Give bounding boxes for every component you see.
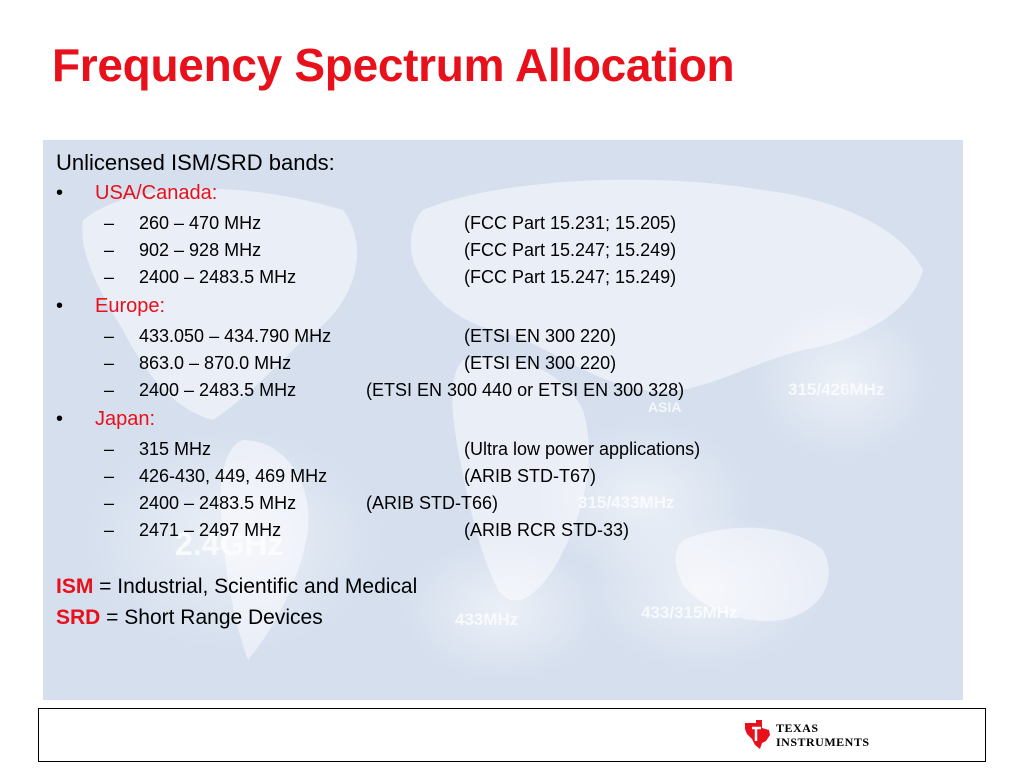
band-row: –426-430, 449, 469 MHz (ARIB STD-T67) bbox=[104, 466, 597, 486]
slide-footer: TEXAS INSTRUMENTS bbox=[38, 708, 986, 762]
bg-label-asia: ASIA bbox=[648, 399, 681, 415]
band-row: –902 – 928 MHz (FCC Part 15.247; 15.249) bbox=[104, 240, 677, 260]
texas-instruments-logo: TEXAS INSTRUMENTS bbox=[742, 719, 870, 751]
bullet-dot: • bbox=[56, 182, 64, 204]
bg-label-315-426: 315/426MHz bbox=[788, 380, 884, 399]
world-map-background: 2.4GHz ASIA 315/426MHz 315/433MHz 433MHz… bbox=[82, 179, 933, 680]
band-row: –260 – 470 MHz (FCC Part 15.231; 15.205) bbox=[104, 213, 677, 233]
bg-label-433-315: 433/315MHz bbox=[641, 603, 737, 622]
band-row: –2400 – 2483.5 MHz (ARIB STD-T66) bbox=[104, 493, 499, 513]
definition-srd: SRD = Short Range Devices bbox=[56, 606, 323, 629]
bullet-dot: • bbox=[56, 295, 64, 317]
bullet-dot: • bbox=[56, 408, 64, 430]
band-row: –2471 – 2497 MHz (ARIB RCR STD-33) bbox=[104, 520, 630, 540]
bg-label-433: 433MHz bbox=[455, 610, 518, 629]
band-row: –433.050 – 434.790 MHz (ETSI EN 300 220) bbox=[104, 326, 617, 346]
bg-label-315-433: 315/433MHz bbox=[578, 493, 674, 512]
intro-heading: Unlicensed ISM/SRD bands: bbox=[56, 150, 335, 175]
band-row: –315 MHz (Ultra low power applications) bbox=[104, 439, 701, 459]
region-europe: • Europe: bbox=[56, 295, 166, 317]
ti-state-icon bbox=[745, 720, 770, 749]
definition-ism: ISM = Industrial, Scientific and Medical bbox=[56, 575, 418, 598]
bg-label-2-4ghz: 2.4GHz bbox=[175, 526, 283, 562]
north-america-shape bbox=[82, 188, 358, 420]
band-row: –2400 – 2483.5 MHz (FCC Part 15.247; 15.… bbox=[104, 267, 677, 287]
content-panel: 2.4GHz ASIA 315/426MHz 315/433MHz 433MHz… bbox=[43, 140, 963, 700]
logo-wordmark: TEXAS INSTRUMENTS bbox=[776, 721, 870, 749]
band-row: –2400 – 2483.5 MHz (ETSI EN 300 440 or E… bbox=[104, 380, 685, 400]
slide-title: Frequency Spectrum Allocation bbox=[52, 39, 735, 91]
region-japan: • Japan: bbox=[56, 408, 156, 430]
slide-content: Unlicensed ISM/SRD bands: • USA/Canada: –… bbox=[43, 140, 963, 700]
band-row: –863.0 – 870.0 MHz (ETSI EN 300 220) bbox=[104, 353, 617, 373]
region-usa-canada: • USA/Canada: bbox=[56, 182, 218, 204]
